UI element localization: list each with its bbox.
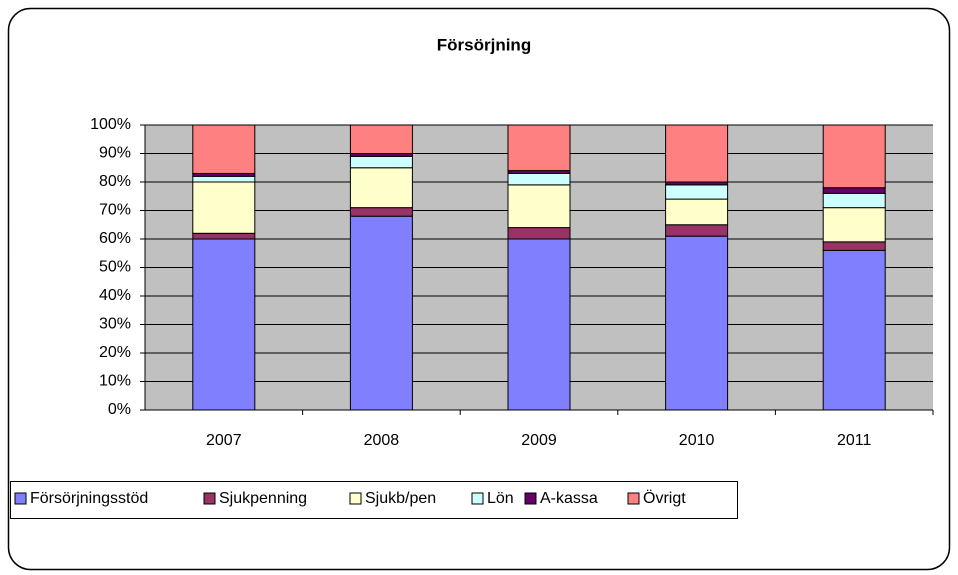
y-tick-label: 80% — [99, 173, 131, 190]
bar-segment — [822, 124, 886, 189]
bar-segment — [507, 172, 571, 186]
y-tick-label: 60% — [99, 230, 131, 247]
x-tick-label: 2007 — [206, 432, 242, 449]
y-tick-label: 100% — [90, 116, 131, 133]
axes: 0% 10% 20% 30% 40% 50% 60% 70% 80% 90% 100% 2007 200… — [90, 116, 934, 449]
bar-segment — [822, 241, 886, 251]
bar-segment — [665, 235, 729, 411]
y-tick-label: 20% — [99, 344, 131, 361]
legend-items: Försörjningsstöd Sjukpenning Sjukb/pen Lön A… — [14, 489, 686, 507]
x-tick-label: 2008 — [364, 432, 400, 449]
bar-segment — [665, 184, 729, 200]
bar-segment — [192, 232, 256, 240]
bar-segment — [349, 124, 413, 154]
chart-title: Försörjning — [437, 35, 531, 54]
legend — [10, 481, 738, 519]
legend-swatch — [471, 492, 484, 505]
legend-swatch — [203, 492, 216, 505]
legend-swatch — [524, 492, 537, 505]
legend-label: Sjukpenning — [219, 490, 307, 507]
y-tick-label: 70% — [99, 202, 131, 219]
bar-segment — [192, 175, 256, 183]
legend-label: Försörjningsstöd — [30, 490, 148, 507]
legend-swatch — [627, 492, 640, 505]
bar-segment — [349, 207, 413, 217]
bar-segment — [507, 184, 571, 229]
legend-swatch — [349, 492, 362, 505]
y-tick-label: 30% — [99, 316, 131, 333]
legend-label: Lön — [487, 490, 514, 507]
x-tick-label: 2011 — [837, 432, 872, 449]
bar-segment — [507, 227, 571, 240]
x-tick-label: 2010 — [679, 432, 715, 449]
bar-segment — [822, 249, 886, 411]
bar-segment — [822, 187, 886, 194]
bar-segment — [349, 215, 413, 411]
x-tick-label: 2009 — [521, 432, 557, 449]
bar-segment — [192, 181, 256, 234]
y-tick-label: 10% — [99, 373, 131, 390]
bar-segment — [192, 124, 256, 174]
y-tick-label: 40% — [99, 287, 131, 304]
bar-segment — [665, 124, 729, 183]
bar-segment — [507, 238, 571, 411]
bar-segment — [665, 224, 729, 237]
bar-segment — [349, 167, 413, 209]
bar-segment — [192, 238, 256, 411]
bar-segment — [822, 207, 886, 243]
bar-segment — [349, 155, 413, 169]
bar-segment — [665, 198, 729, 226]
y-tick-label: 0% — [108, 401, 131, 418]
legend-swatch — [14, 492, 27, 505]
bar-segment — [822, 192, 886, 209]
y-tick-label: 50% — [99, 259, 131, 276]
bar-segment — [507, 124, 571, 172]
bars — [192, 124, 886, 411]
y-tick-label: 90% — [99, 145, 131, 162]
legend-label: Övrigt — [643, 489, 686, 507]
legend-label: Sjukb/pen — [365, 490, 436, 507]
legend-label: A-kassa — [540, 490, 598, 507]
